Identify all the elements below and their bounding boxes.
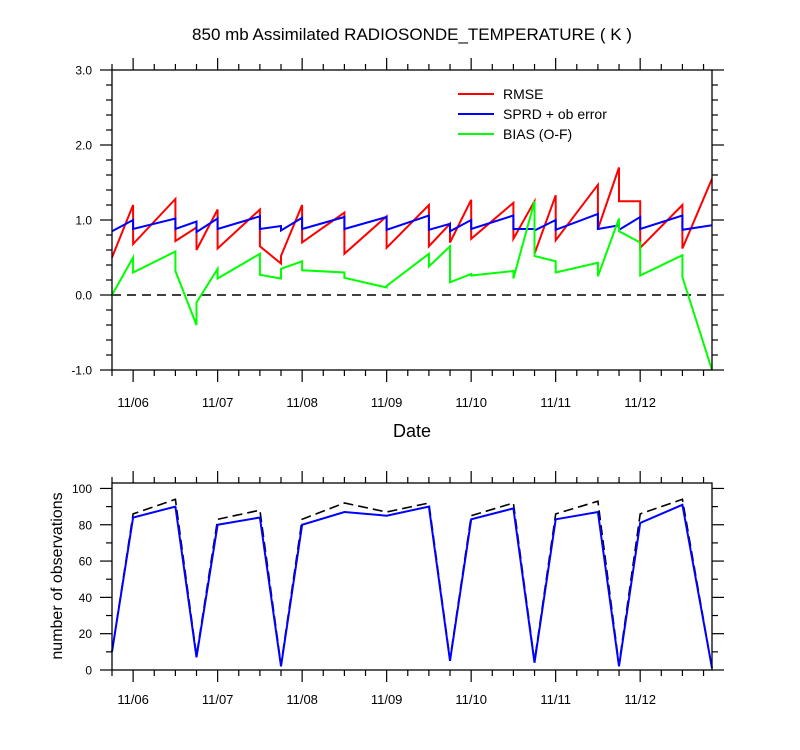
y-tick-label: 3.0 (75, 64, 92, 78)
x-tick-label: 11/06 (117, 395, 149, 410)
x-tick-label: 11/09 (371, 692, 403, 707)
legend: RMSE SPRD + ob error BIAS (O-F) (458, 86, 607, 142)
x-tick-label: 11/12 (624, 395, 656, 410)
top-plot-frame (111, 69, 713, 371)
bottom-y-axis-label: number of observations (49, 492, 66, 659)
y-tick-label: 20 (79, 627, 93, 641)
series-line-assimilated-observations (111, 503, 713, 669)
y-tick-label: -1.0 (71, 364, 92, 378)
x-tick-label: 11/08 (286, 395, 318, 410)
y-tick-label: 80 (79, 518, 93, 532)
series-line-bias-o-f (111, 201, 713, 371)
x-tick-label: 11/12 (624, 692, 656, 707)
legend-label: BIAS (O-F) (503, 126, 572, 142)
x-tick-label: 11/10 (455, 395, 487, 410)
x-tick-label: 11/06 (117, 692, 149, 707)
top-plot-area: 11/06 11/07 11/08 11/09 11/10 11/11 11/12 -1.0 0… (71, 58, 724, 410)
x-tick-label: 11/11 (540, 692, 571, 707)
x-tick-label: 11/09 (371, 395, 403, 410)
y-tick-label: 40 (79, 591, 93, 605)
y-tick-label: 0 (85, 664, 92, 678)
y-tick-label: 0.0 (75, 289, 92, 303)
top-panel: 850 mb Assimilated RADIOSONDE_TEMPERATUR… (71, 25, 724, 441)
series-line-rmse (111, 167, 713, 266)
y-tick-label: 1.0 (75, 214, 92, 228)
legend-label: SPRD + ob error (503, 106, 607, 122)
y-tick-label: 2.0 (75, 139, 92, 153)
bottom-plot-frame (111, 482, 713, 671)
x-tick-label: 11/11 (540, 395, 571, 410)
series-line-sprd-ob-error (111, 212, 713, 234)
x-tick-label: 11/07 (202, 395, 234, 410)
bottom-plot-area: 11/06 11/07 11/08 11/09 11/10 11/11 11/12 0 20 40… (72, 471, 724, 707)
top-x-axis-label: Date (393, 421, 431, 441)
x-tick-label: 11/07 (202, 692, 234, 707)
y-tick-label: 60 (79, 555, 93, 569)
legend-label: RMSE (503, 86, 543, 102)
x-tick-label: 11/10 (455, 692, 487, 707)
x-tick-label: 11/08 (286, 692, 318, 707)
top-chart-title: 850 mb Assimilated RADIOSONDE_TEMPERATUR… (192, 25, 632, 44)
bottom-panel: 11/06 11/07 11/08 11/09 11/10 11/11 11/12 0 20 40… (49, 471, 724, 707)
y-tick-label: 100 (72, 482, 92, 496)
